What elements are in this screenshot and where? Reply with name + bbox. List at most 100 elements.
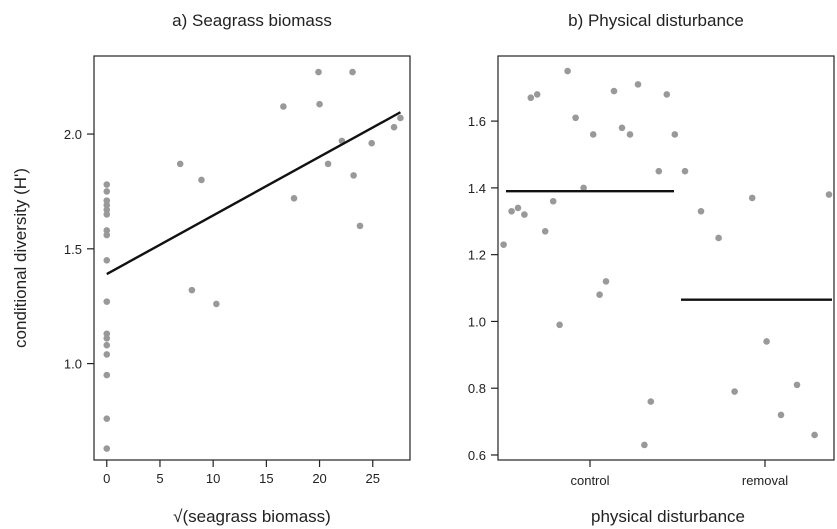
panel-a-regression — [106, 111, 402, 276]
panel-b-data-point — [527, 94, 535, 102]
panel-a-y-tick-label: 1.0 — [64, 357, 82, 372]
panel-b-data-point — [671, 131, 679, 138]
panel-b-plot-frame — [497, 55, 835, 461]
panel-b-title: b) Physical disturbance — [568, 11, 744, 30]
panel-b-x-tick-label: control — [570, 473, 609, 488]
panel-a-x-tick-label: 0 — [103, 471, 110, 486]
panel-a-data-point — [213, 300, 220, 308]
panel-a-y-label: conditional diversity (H') — [11, 168, 30, 348]
panel-a-data-point — [103, 298, 111, 305]
panel-a-data-point — [349, 68, 356, 76]
panel-a-y-tick-label: 1.5 — [64, 242, 82, 257]
panel-b-data-point — [572, 114, 579, 122]
panel-a-data-point — [315, 68, 322, 76]
panel-b-data-point — [556, 321, 563, 329]
panel-b-data-point — [596, 291, 603, 299]
panel-a-x-tick-label: 15 — [259, 471, 273, 486]
panel-a-data-point — [390, 123, 398, 131]
panel-b-data-point — [777, 411, 785, 419]
panel-a-x-tick-label: 25 — [366, 471, 380, 486]
panel-a-data-point — [103, 231, 111, 239]
panel-b-y-tick-label: 1.6 — [468, 114, 486, 129]
panel-b-data-point — [610, 87, 618, 95]
panel-b-data-point — [647, 398, 655, 405]
panel-a-data-point — [103, 256, 111, 264]
panel-a-data-point — [103, 415, 111, 422]
panel-b-data-point — [655, 167, 663, 175]
panel-b-points — [500, 67, 833, 449]
panel-a: a) Seagrass biomass 0 5 10 15 20 25 1.0 1.5 2.0… — [11, 11, 411, 526]
panel-b-data-point — [763, 338, 770, 345]
panel-a-data-point — [103, 211, 111, 218]
panel-b-data-point — [533, 91, 541, 98]
panel-b-data-point — [641, 441, 648, 449]
panel-b-data-point — [500, 241, 507, 248]
panel-b-data-point — [825, 191, 833, 198]
panel-a-data-point — [280, 103, 287, 110]
panel-a-data-point — [103, 335, 111, 342]
panel-a-x-tick-label: 10 — [206, 471, 220, 486]
panel-b-data-point — [549, 197, 557, 205]
panel-b-y-tick-label: 1.2 — [468, 248, 486, 263]
panel-b-data-point — [508, 207, 515, 215]
panel-b-data-point — [811, 431, 818, 439]
panel-a-points — [103, 68, 404, 452]
panel-b-x-tick-label: removal — [742, 473, 788, 488]
panel-a-data-point — [103, 197, 111, 204]
panel-a-regression-line — [106, 111, 402, 276]
panel-b-y-tick-label: 1.0 — [468, 314, 486, 329]
panel-b-data-point — [541, 227, 549, 235]
panel-a-data-point — [103, 341, 111, 349]
panel-b-x-label: physical disturbance — [591, 507, 745, 526]
panel-a-data-point — [198, 176, 205, 184]
panel-a-data-point — [316, 100, 323, 108]
panel-b-x-axis: control removal — [570, 460, 788, 488]
panel-b-data-point — [521, 211, 528, 218]
panel-b-data-point — [731, 388, 738, 395]
panel-b-data-point — [618, 124, 626, 132]
panel-a-data-point — [350, 172, 357, 179]
panel-a-data-point — [103, 445, 111, 452]
panel-b-data-point — [793, 381, 801, 389]
panel-a-data-point — [176, 160, 184, 168]
panel-a-data-point — [103, 206, 111, 214]
panel-a-data-point — [103, 227, 111, 234]
panel-a-x-tick-label: 5 — [156, 471, 163, 486]
panel-a-data-point — [356, 222, 364, 230]
panel-a-data-point — [397, 114, 404, 122]
panel-a-data-point — [103, 351, 111, 358]
panel-b-data-point — [663, 91, 671, 98]
panel-b-data-point — [634, 81, 642, 88]
panel-b-y-tick-label: 1.4 — [468, 181, 486, 196]
panel-a-data-point — [188, 286, 196, 294]
panel-b-y-tick-label: 0.6 — [468, 448, 486, 463]
panel-b-y-tick-label: 0.8 — [468, 381, 486, 396]
panel-a-plot-frame — [93, 55, 411, 461]
panel-b: b) Physical disturbance control removal 0… — [468, 11, 835, 526]
panel-b-data-point — [602, 278, 610, 285]
panel-b-data-point — [564, 67, 571, 75]
panel-a-title: a) Seagrass biomass — [172, 11, 332, 30]
panel-a-y-tick-label: 2.0 — [64, 127, 82, 142]
panel-a-data-point — [103, 201, 111, 209]
panel-a-x-axis: 0 5 10 15 20 25 — [103, 460, 380, 486]
panel-a-data-point — [324, 160, 332, 168]
panel-a-data-point — [103, 181, 111, 188]
panel-b-data-point — [580, 184, 587, 192]
panel-a-data-point — [368, 139, 375, 147]
panel-b-y-axis: 0.6 0.8 1.0 1.2 1.4 1.6 — [468, 114, 498, 463]
panel-b-data-point — [681, 167, 689, 175]
panel-b-data-point — [697, 207, 705, 215]
panel-b-data-point — [589, 131, 597, 138]
panel-a-x-tick-label: 20 — [312, 471, 326, 486]
panel-a-data-point — [103, 371, 111, 379]
panel-a-y-axis: 1.0 1.5 2.0 — [64, 127, 94, 372]
panel-b-data-point — [748, 194, 756, 202]
panel-b-group-means — [506, 190, 832, 301]
panel-b-data-point — [626, 131, 634, 138]
panel-a-data-point — [103, 188, 111, 195]
panel-b-data-point — [514, 204, 522, 212]
panel-a-x-label: √(seagrass biomass) — [173, 507, 331, 526]
panel-a-data-point — [103, 330, 111, 338]
